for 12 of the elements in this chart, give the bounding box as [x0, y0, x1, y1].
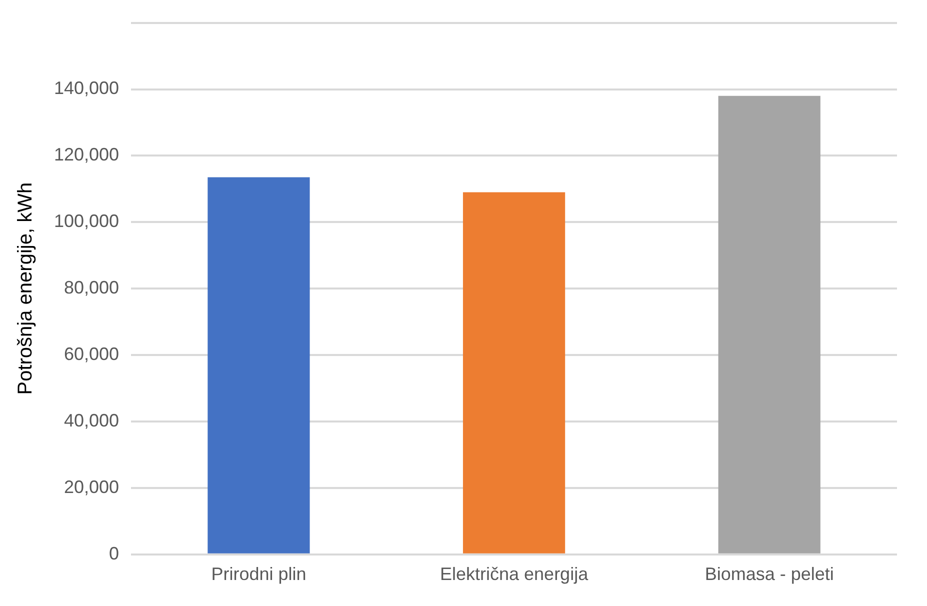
y-axis-title: Potrošnja energije, kWh	[14, 182, 37, 395]
y-tick-label: 60,000	[64, 344, 120, 364]
y-tick-label: 100,000	[54, 211, 120, 232]
x-tick-label: Biomasa - peleti	[704, 564, 834, 584]
y-tick-label: 140,000	[54, 78, 120, 98]
y-tick-label: 40,000	[64, 410, 120, 430]
x-tick-label: Prirodni plin	[211, 564, 306, 584]
y-tick-label: 0	[109, 543, 120, 564]
y-tick-label: 120,000	[54, 144, 120, 165]
y-tick-label: 20,000	[64, 476, 120, 497]
x-tick-label: Električna energija	[440, 564, 590, 584]
y-tick-label: 80,000	[64, 278, 120, 298]
